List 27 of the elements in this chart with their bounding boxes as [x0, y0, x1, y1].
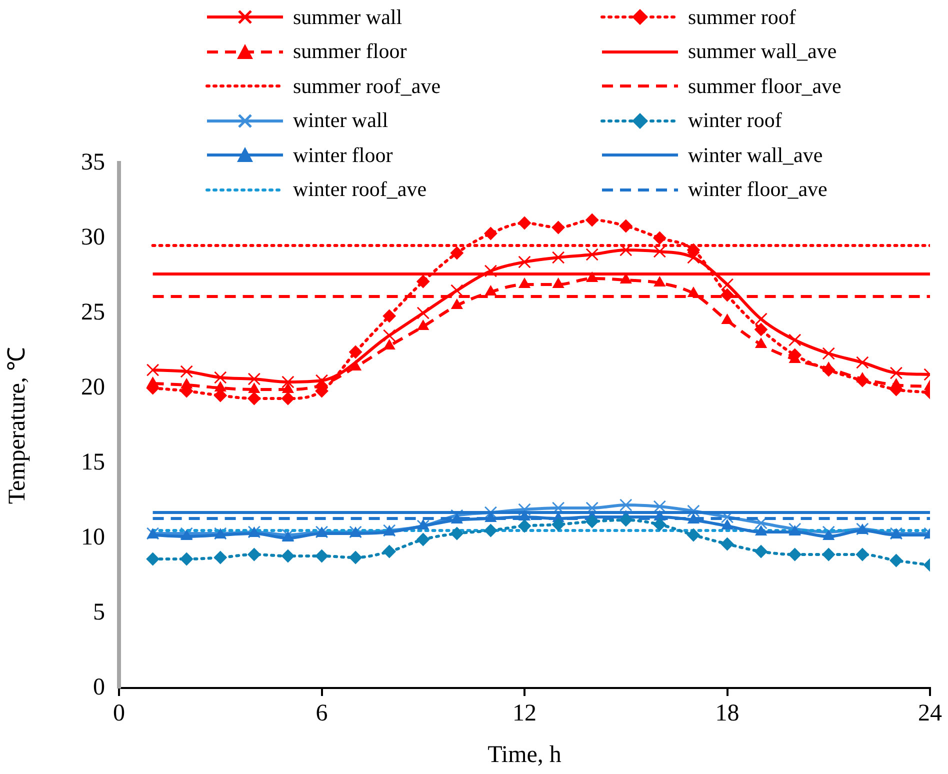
x-tick-label: 0 — [113, 700, 125, 727]
x-tick-label: 12 — [512, 700, 536, 727]
legend-label: summer wall — [293, 4, 402, 30]
legend-label: summer roof_ave — [293, 74, 441, 99]
x-axis-title: Time, h — [488, 742, 562, 768]
legend-label: summer floor — [293, 39, 407, 64]
legend-label: summer wall_ave — [688, 39, 837, 64]
y-tick-label: 30 — [81, 224, 105, 250]
y-tick-label: 15 — [81, 449, 105, 476]
x-tick-label: 18 — [715, 700, 740, 727]
legend-label: summer floor_ave — [688, 74, 842, 99]
legend-label: winter wall_ave — [688, 142, 823, 168]
y-tick-label: 20 — [81, 374, 105, 400]
y-tick-label: 0 — [93, 674, 105, 700]
legend-label: summer roof — [688, 4, 796, 30]
y-tick-label: 5 — [93, 599, 105, 626]
legend-label: winter roof_ave — [293, 177, 427, 202]
y-axis-title: Temperature, ℃ — [4, 347, 31, 504]
legend-label: winter wall — [293, 108, 388, 134]
legend-label: winter floor — [293, 142, 393, 168]
x-tick-label: 24 — [918, 700, 942, 727]
y-tick-label: 10 — [81, 524, 105, 550]
y-tick-label: 25 — [81, 299, 105, 326]
y-tick-label: 35 — [81, 149, 105, 176]
legend-label: winter floor_ave — [688, 177, 828, 202]
legend-label: winter roof — [688, 108, 782, 134]
x-tick-label: 6 — [316, 700, 328, 727]
